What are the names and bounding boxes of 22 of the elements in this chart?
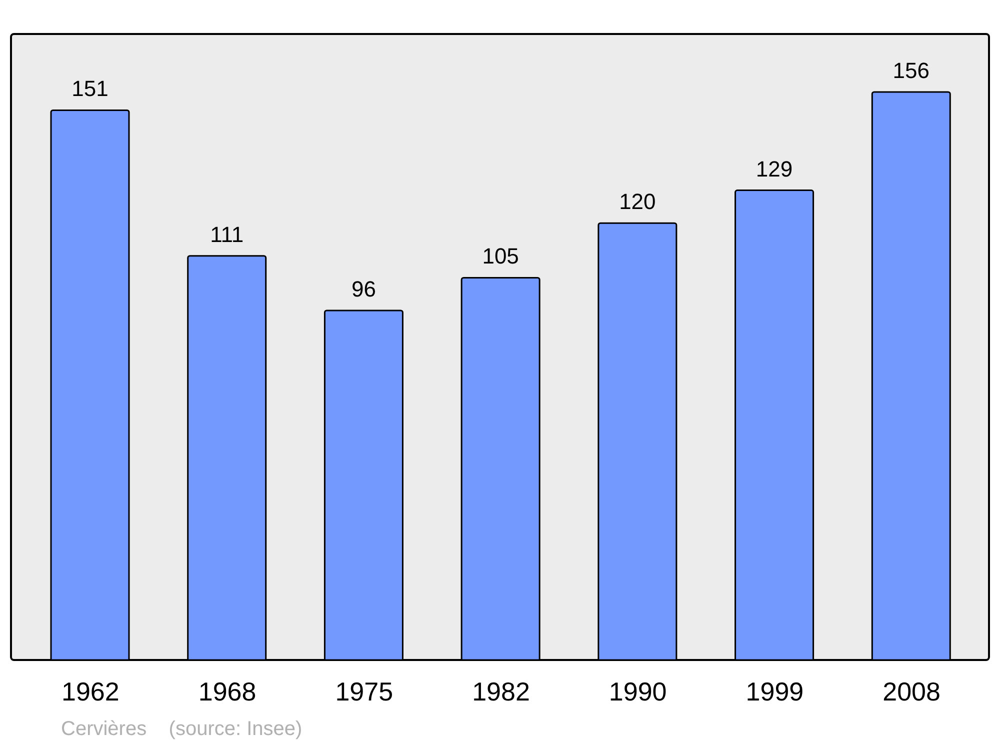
data-label: 151 (72, 76, 108, 102)
bar (324, 310, 404, 661)
data-label: 105 (482, 244, 519, 269)
bar (598, 222, 678, 661)
data-label: 156 (892, 58, 930, 83)
text: Cervières (source: Insee) (61, 718, 302, 741)
bar (187, 255, 267, 661)
x-tick-label: 1962 (62, 676, 120, 706)
data-label: 120 (619, 189, 656, 214)
x-tick-label: 1999 (746, 676, 804, 706)
data-label: 129 (756, 156, 793, 182)
bar (871, 91, 951, 661)
bar (460, 276, 540, 661)
x-tick-label: 1968 (198, 676, 256, 706)
data-label: 111 (210, 222, 244, 247)
bar (50, 109, 130, 661)
bar (734, 190, 814, 661)
x-tick-label: 1975 (335, 676, 394, 706)
x-tick-label: 2008 (882, 676, 940, 706)
data-label: 96 (351, 276, 376, 302)
x-tick-label: 1990 (608, 676, 667, 706)
x-tick-label: 1982 (472, 676, 530, 706)
